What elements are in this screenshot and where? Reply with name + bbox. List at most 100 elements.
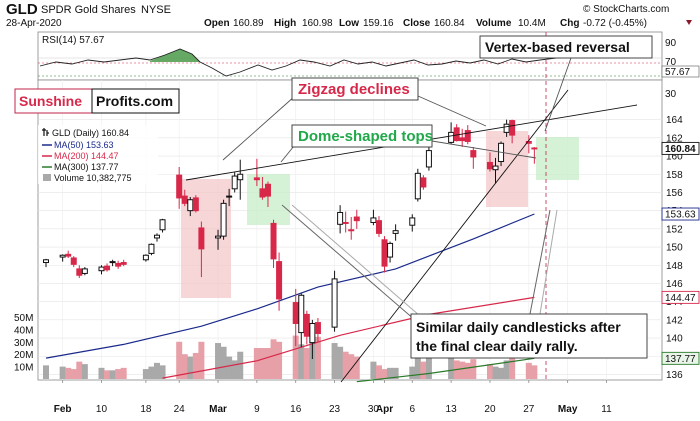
value-tag-box: [661, 351, 700, 365]
dome-label: Dome-shaped tops: [298, 128, 433, 145]
candle-body-up: [159, 219, 166, 231]
volume-label: Volume: [476, 18, 512, 29]
similar-pointer-b: [291, 204, 421, 317]
candle-body-down: [198, 227, 205, 250]
candle: [198, 221, 205, 278]
volume-bar: [470, 359, 477, 379]
volume-bar: [486, 364, 493, 379]
x-tick-label: Feb: [54, 404, 72, 415]
volume-bar: [298, 344, 305, 379]
security-name: SPDR Gold Shares: [41, 4, 136, 16]
candle-body-down: [292, 302, 299, 324]
volume-bar: [276, 341, 283, 379]
volume-tick-label: 30M: [14, 338, 33, 349]
candle-body-down: [303, 313, 310, 337]
candle-body-up: [109, 261, 116, 264]
volume-bar: [176, 341, 183, 379]
x-tick-label: 11: [601, 404, 612, 415]
candle: [342, 211, 349, 233]
candle: [387, 241, 394, 263]
candle-body-down: [353, 216, 360, 222]
candle-body-down: [314, 322, 321, 334]
legend-ma300: MA(300) 137.77: [54, 162, 119, 172]
value-tag-box: [661, 141, 700, 155]
candle-body-up: [409, 217, 416, 226]
low-label: Low: [339, 18, 359, 29]
rsi-line: [39, 48, 569, 77]
rsi-tick-30: 30: [665, 89, 677, 100]
candle-body-down: [253, 177, 260, 181]
volume-bar: [120, 367, 127, 379]
volume-bar: [115, 369, 122, 379]
y-axis-ticks: 1641621601581561541521501481461441421401…: [666, 115, 683, 381]
ma200-line: [162, 296, 535, 379]
y-tick-label: 142: [666, 315, 683, 326]
y-tick-label: 152: [666, 224, 683, 235]
volume-bar: [104, 370, 111, 379]
x-tick-label: 6: [409, 404, 415, 415]
x-tick-label: May: [558, 404, 578, 415]
volume-bar: [414, 355, 421, 379]
value-tag-text: 137.77: [665, 354, 696, 365]
chg-label: Chg: [560, 18, 579, 29]
volume-bar: [425, 357, 432, 379]
candle: [264, 181, 271, 208]
candle: [104, 263, 111, 272]
volume-value: 10.4M: [518, 18, 546, 29]
volume-bar: [464, 362, 471, 379]
candle: [98, 265, 105, 275]
high-value: 160.98: [302, 18, 333, 29]
volume-bar: [253, 348, 260, 379]
candle: [153, 233, 160, 242]
chg-value: -0.72 (-0.45%): [583, 18, 647, 29]
volume-bar: [81, 364, 88, 379]
volume-bar: [159, 365, 166, 379]
candle-body-up: [309, 322, 316, 344]
candle-body-down: [176, 174, 183, 199]
x-tick-label: 30: [368, 404, 380, 415]
candle-body-up: [298, 294, 305, 334]
candle: [81, 267, 88, 276]
x-tick-label: Apr: [376, 404, 393, 415]
legend-price: GLD (Daily) 160.84: [52, 128, 129, 138]
candle: [509, 119, 516, 144]
candle-body-up: [59, 254, 66, 258]
candle-body-up: [148, 243, 155, 254]
volume-bar: [292, 335, 299, 379]
open-label: Open: [204, 18, 230, 29]
volume-bar: [59, 366, 66, 379]
value-tag-text: 153.63: [665, 210, 696, 221]
volume-bar: [153, 362, 160, 379]
candle: [448, 122, 455, 145]
candle: [370, 209, 377, 226]
low-value: 159.16: [363, 18, 394, 29]
volume-bar: [387, 367, 394, 379]
x-tick-label: 24: [174, 404, 186, 415]
candle-body-up: [503, 123, 510, 133]
volume-bar: [342, 351, 349, 379]
candle: [314, 318, 321, 342]
candle-body-up: [153, 234, 160, 239]
volume-bar: [314, 336, 321, 379]
x-tick-label: 23: [329, 404, 341, 415]
rsi-tick-90: 90: [665, 38, 677, 49]
candle: [159, 218, 166, 233]
candle-body-up: [43, 259, 49, 264]
candle: [303, 310, 310, 345]
candle-body-down: [470, 150, 477, 158]
candle-body-down: [464, 130, 471, 142]
rsi-label: RSI(14) 57.67: [42, 35, 105, 46]
candle: [43, 258, 49, 268]
candle: [375, 216, 382, 238]
similar-pointer-a: [281, 204, 416, 321]
vertex-box: [479, 35, 653, 59]
volume-bar: [98, 367, 105, 379]
candle: [215, 229, 222, 250]
exchange: NYSE: [141, 4, 171, 16]
volume-bar: [303, 348, 310, 379]
x-tick-label: 18: [140, 404, 152, 415]
candle: [181, 189, 188, 207]
candle: [142, 254, 149, 262]
